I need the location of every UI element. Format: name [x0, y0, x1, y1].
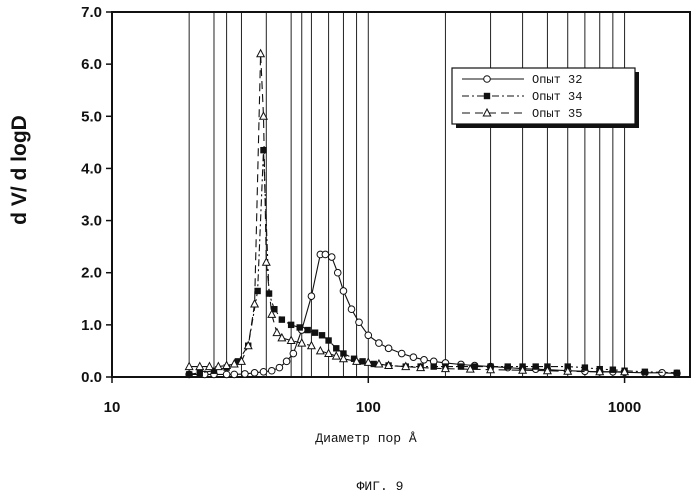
data-point	[334, 269, 341, 276]
y-tick-label: 3.0	[81, 213, 102, 230]
data-point	[308, 293, 315, 300]
data-point	[263, 258, 270, 265]
x-tick-label: 1000	[608, 399, 641, 416]
data-point	[532, 363, 538, 369]
data-point	[398, 350, 405, 357]
data-point	[348, 306, 355, 313]
data-point	[376, 340, 383, 347]
data-point	[268, 367, 275, 374]
data-point	[319, 332, 325, 338]
y-tick-label: 5.0	[81, 108, 102, 125]
data-point	[260, 147, 266, 153]
data-point	[260, 368, 267, 375]
data-point	[231, 371, 238, 378]
data-point	[283, 358, 290, 365]
data-point	[273, 329, 280, 336]
axis-layer: 0.0 1.0 2.0 3.0 4.0 5.0 6.0 7.0 10 100 1000	[81, 4, 641, 416]
data-point	[257, 50, 264, 57]
data-point	[197, 370, 203, 376]
legend: Опыт 32 Опыт 34 Опыт 35	[452, 68, 639, 128]
plot-frame	[112, 12, 690, 377]
y-axis-label: d V/ d logD	[8, 115, 31, 225]
data-point	[312, 329, 318, 335]
y-tick-label: 0.0	[81, 369, 102, 386]
data-point	[365, 332, 372, 339]
data-point	[674, 370, 680, 376]
grid-layer	[189, 12, 624, 377]
data-point	[610, 367, 616, 373]
data-point	[304, 327, 310, 333]
data-point	[290, 350, 297, 357]
figure-caption: ФИГ. 9	[357, 479, 404, 494]
x-axis-label: Диаметр пор Å	[315, 431, 417, 446]
data-point	[356, 319, 363, 326]
y-tick-label: 1.0	[81, 317, 102, 334]
data-point	[340, 288, 347, 295]
data-point	[251, 300, 258, 307]
data-point	[385, 345, 392, 352]
data-point	[484, 76, 491, 83]
series-line	[189, 255, 677, 375]
legend-label: Опыт 34	[532, 90, 582, 104]
legend-label: Опыт 32	[532, 73, 582, 87]
y-tick-label: 4.0	[81, 160, 102, 177]
data-point	[328, 254, 335, 261]
data-point	[186, 371, 192, 377]
data-point	[333, 345, 339, 351]
y-tick-label: 7.0	[81, 4, 102, 21]
legend-label: Опыт 35	[532, 107, 582, 121]
y-tick-label: 2.0	[81, 265, 102, 282]
data-point	[642, 369, 648, 375]
x-tick-label: 100	[356, 399, 381, 416]
data-point	[297, 324, 303, 330]
x-tick-label: 10	[104, 399, 121, 416]
data-point	[223, 371, 230, 378]
series-line	[189, 150, 677, 374]
data-point	[325, 337, 331, 343]
data-point	[322, 251, 329, 258]
data-point	[317, 347, 324, 354]
data-point	[276, 364, 283, 371]
y-tick-label: 6.0	[81, 56, 102, 73]
data-point	[251, 370, 258, 377]
data-point	[582, 364, 588, 370]
data-point	[242, 371, 249, 378]
series-2	[186, 147, 680, 378]
data-point	[279, 316, 285, 322]
data-point	[484, 93, 490, 99]
data-point	[410, 354, 417, 361]
data-point	[288, 322, 294, 328]
data-point	[505, 363, 511, 369]
series-1	[186, 251, 680, 378]
data-point	[421, 356, 428, 363]
